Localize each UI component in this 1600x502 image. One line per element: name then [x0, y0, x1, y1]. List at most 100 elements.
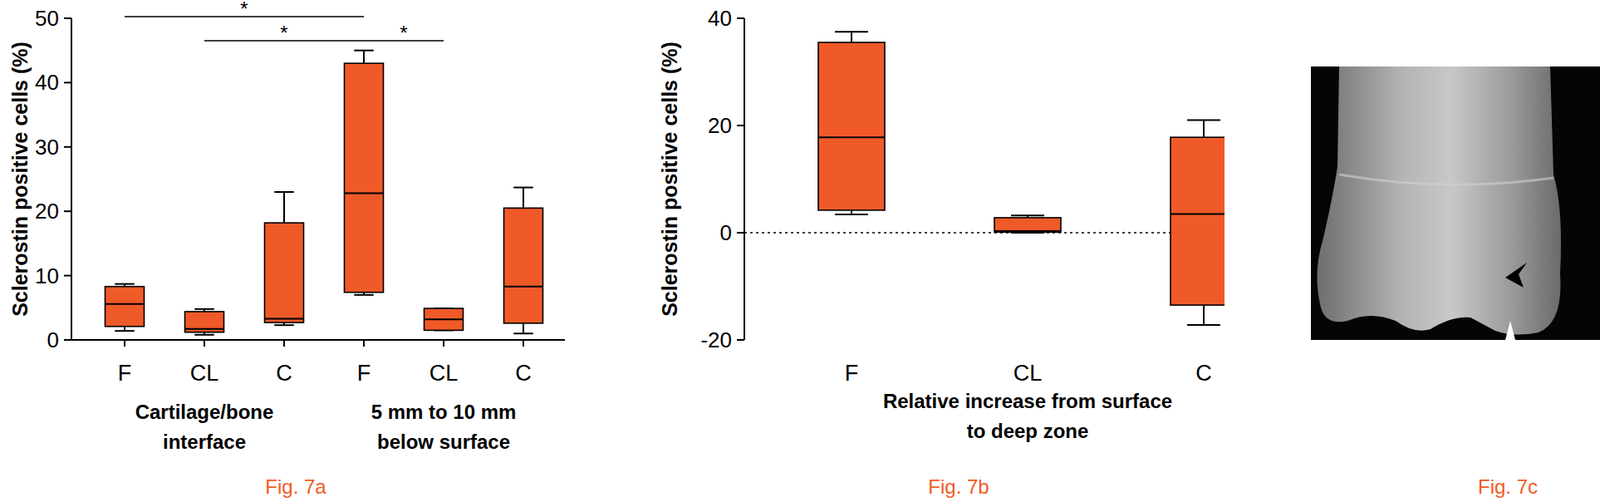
x-group-label: Cartilage/bone: [135, 400, 275, 423]
x-tick-label: F: [357, 360, 372, 386]
significance-label: *: [240, 0, 248, 20]
y-tick-label: 0: [720, 220, 732, 246]
bone: [1316, 66, 1561, 335]
upper-cap: [1011, 214, 1045, 216]
figure-label: Fig. 7a: [265, 475, 327, 498]
y-tick: [63, 81, 72, 84]
upper-cap: [513, 186, 534, 189]
boxes: [818, 31, 1225, 325]
median: [818, 136, 885, 138]
lower-cap: [513, 332, 534, 334]
x-tick: [123, 339, 126, 347]
upper-whisker: [363, 50, 365, 64]
median: [424, 318, 464, 320]
figure-label: Fig. 7c: [1477, 475, 1538, 498]
boxes: [105, 50, 544, 335]
x-tick-label: C: [515, 360, 532, 386]
growth-line: [1339, 174, 1554, 185]
upper-whisker: [522, 187, 525, 209]
median: [504, 285, 544, 288]
box-body: [818, 42, 885, 211]
y-tick: [63, 210, 72, 212]
image-background: [1310, 66, 1600, 340]
lower-cap: [834, 213, 869, 216]
x-tick-label: CL: [1013, 360, 1043, 386]
lower-whisker: [522, 323, 525, 334]
y-tick: [63, 146, 72, 148]
upper-whisker: [1202, 120, 1205, 138]
box-body: [1170, 137, 1225, 305]
y-axis-label: Sclerostin positive cells (%): [657, 41, 682, 317]
x-tick-label: C: [275, 360, 293, 386]
box: [185, 309, 225, 335]
y-tick-label: 10: [34, 263, 59, 289]
upper-cap: [1187, 119, 1221, 122]
box-chart: 01020304050Sclerostin positive cells (%)…: [8, 0, 565, 498]
x-axis-label: Relative increase from surface: [883, 389, 1173, 413]
x-tick: [283, 339, 285, 347]
box-body: [265, 222, 305, 323]
background: [0, 0, 1600, 502]
box: [1170, 120, 1225, 325]
lower-cap: [274, 323, 295, 326]
x-group-label: below surface: [377, 430, 511, 453]
x-axis-label: to deep zone: [966, 419, 1090, 442]
box-chart: -20 0 20 40 Sclerostin positive cells (%) F CL…: [657, 5, 1237, 498]
arrowhead-black: [1505, 262, 1527, 288]
box: [818, 31, 885, 215]
box: [105, 284, 145, 332]
box: [265, 191, 305, 325]
median: [105, 303, 145, 305]
median: [1170, 212, 1225, 215]
box: [424, 308, 464, 330]
median: [185, 328, 225, 330]
y-tick-label: 20: [34, 198, 59, 224]
x-tick: [363, 339, 365, 347]
x-tick-label: C: [1195, 360, 1213, 386]
x-tick-label: F: [117, 360, 133, 386]
box: [344, 50, 384, 295]
y-tick: [63, 338, 72, 341]
x-tick: [203, 339, 206, 347]
y-tick-label: 0: [47, 327, 59, 353]
x-axis: [71, 338, 565, 341]
box-body: [424, 308, 464, 330]
reference-line: [744, 231, 1225, 234]
x-tick: [442, 339, 445, 347]
upper-cap: [274, 191, 295, 193]
y-tick: [736, 338, 745, 341]
y-tick-label: 30: [34, 134, 59, 160]
y-axis-label: Sclerostin positive cells (%): [8, 41, 32, 317]
x-group-label: interface: [162, 430, 246, 453]
significance-label: *: [399, 21, 408, 45]
y-tick-label: 40: [707, 5, 732, 31]
lower-cap: [1187, 323, 1221, 326]
lower-cap: [114, 329, 135, 332]
upper-cap: [114, 283, 135, 285]
y-tick-label: -20: [700, 327, 732, 353]
y-tick: [736, 124, 745, 127]
box-body: [105, 286, 145, 327]
box-body: [504, 207, 544, 324]
x-group-label: 5 mm to 10 mm: [371, 400, 517, 423]
radiograph: Fig. 7c: [1310, 66, 1600, 498]
figure: 01020304050Sclerostin positive cells (%)…: [0, 0, 1600, 502]
y-tick: [736, 231, 745, 234]
box-body: [994, 217, 1061, 232]
arrowhead-white: [1505, 320, 1516, 340]
upper-whisker: [850, 31, 853, 43]
y-tick-label: 50: [34, 5, 59, 31]
x-tick: [522, 339, 525, 347]
significance-label: *: [279, 21, 288, 45]
upper-cap: [194, 308, 215, 310]
upper-cap: [834, 30, 869, 33]
y-tick: [736, 17, 745, 20]
box: [994, 215, 1061, 233]
y-tick-label: 20: [707, 112, 732, 138]
upper-cap: [353, 49, 374, 52]
figure-label: Fig. 7b: [927, 475, 989, 498]
x-tick-label: F: [844, 360, 859, 386]
box-body: [185, 311, 225, 333]
x-tick-label: CL: [429, 360, 459, 386]
box-body: [344, 63, 384, 293]
